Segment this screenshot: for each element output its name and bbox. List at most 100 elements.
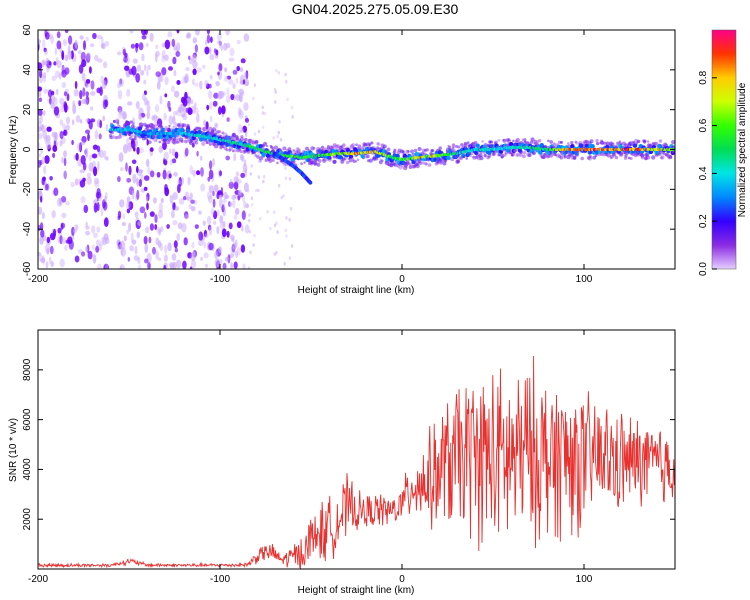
noise-point — [161, 55, 166, 63]
noise-point — [63, 91, 68, 97]
noise-point — [288, 177, 292, 181]
noise-point — [194, 82, 199, 87]
noise-point — [81, 72, 86, 82]
ridge-halo-point — [643, 139, 647, 143]
ridge-halo-point — [557, 140, 562, 145]
noise-point — [136, 146, 140, 155]
noise-point — [215, 49, 219, 56]
ridge-halo-point — [415, 162, 419, 167]
noise-point — [52, 228, 57, 238]
noise-point — [176, 30, 180, 34]
ridge-halo-point — [168, 124, 171, 128]
noise-point — [234, 239, 238, 249]
noise-point — [68, 35, 73, 45]
noise-point — [228, 222, 233, 230]
noise-point — [126, 177, 132, 183]
noise-point — [59, 258, 65, 268]
noise-point — [140, 112, 146, 118]
noise-point — [200, 167, 204, 177]
ridge-halo-point — [144, 136, 148, 140]
ridge-halo-point — [522, 154, 526, 159]
ridge-halo-point — [152, 134, 157, 139]
noise-point — [243, 33, 250, 42]
noise-point — [222, 198, 227, 203]
ridge-halo-point — [355, 160, 358, 163]
ridge-point — [466, 151, 472, 156]
noise-point — [138, 42, 144, 51]
noise-point — [163, 112, 167, 121]
noise-point — [42, 71, 47, 79]
snr-frame — [37, 329, 676, 570]
noise-point — [73, 89, 79, 97]
ridge-halo-point — [153, 138, 158, 143]
colorbar: 0.0 0.2 0.4 0.6 0.8 Normalized spectral ampl… — [698, 29, 748, 276]
noise-point — [152, 246, 156, 255]
ridge-halo-point — [393, 148, 397, 152]
ridge-halo-point — [457, 145, 461, 149]
noise-point — [100, 43, 105, 49]
noise-point — [103, 217, 109, 228]
noise-point — [242, 263, 246, 269]
noise-point — [208, 242, 214, 251]
ridge-halo-point — [328, 156, 332, 160]
noise-point — [230, 245, 236, 256]
noise-point — [144, 258, 149, 264]
noise-point — [163, 151, 169, 161]
noise-point — [155, 250, 159, 260]
noise-point — [143, 79, 147, 85]
noise-point — [60, 104, 65, 113]
noise-point — [51, 210, 56, 219]
noise-point — [284, 166, 287, 171]
ridge-halo-point — [463, 142, 468, 147]
noise-point — [250, 196, 254, 200]
noise-point — [127, 142, 132, 152]
x-tick-label: 0 — [399, 574, 405, 585]
ridge-halo-point — [400, 165, 404, 168]
noise-point — [184, 73, 189, 84]
noise-point — [157, 209, 164, 219]
noise-point — [233, 181, 239, 190]
noise-point — [47, 89, 53, 98]
noise-point — [213, 210, 218, 220]
noise-point — [199, 80, 203, 90]
noise-point — [101, 236, 104, 246]
noise-point — [176, 233, 180, 242]
ridge-halo-point — [404, 165, 408, 169]
ridge-halo-point — [265, 144, 269, 148]
x-tick-label: -200 — [28, 274, 48, 285]
noise-point — [138, 169, 144, 174]
noise-point — [123, 144, 128, 154]
noise-point — [196, 67, 202, 73]
noise-point — [104, 195, 107, 203]
noise-point — [164, 54, 169, 61]
noise-point — [235, 94, 241, 101]
noise-point — [124, 65, 130, 71]
noise-point — [183, 237, 188, 246]
noise-point — [279, 137, 283, 142]
noise-point — [204, 46, 210, 55]
noise-point — [208, 185, 214, 193]
noise-point — [224, 67, 228, 73]
noise-point — [40, 257, 46, 263]
noise-point — [39, 159, 43, 166]
y-tick-label: -20 — [22, 182, 33, 197]
noise-point — [42, 73, 47, 83]
noise-point — [50, 35, 54, 45]
ridge-halo-point — [345, 160, 350, 165]
ridge-point — [590, 144, 595, 149]
noise-point — [203, 252, 209, 259]
noise-point — [203, 119, 206, 127]
noise-point — [231, 243, 236, 253]
noise-point — [245, 70, 249, 79]
noise-point — [42, 39, 46, 49]
noise-point — [85, 118, 90, 123]
noise-point — [175, 259, 182, 269]
noise-point — [175, 51, 181, 57]
ridge-halo-point — [549, 151, 553, 154]
ridge-halo-point — [512, 139, 515, 143]
noise-point — [173, 240, 178, 249]
noise-point — [240, 244, 246, 253]
noise-point — [139, 147, 144, 154]
noise-point — [185, 33, 191, 39]
